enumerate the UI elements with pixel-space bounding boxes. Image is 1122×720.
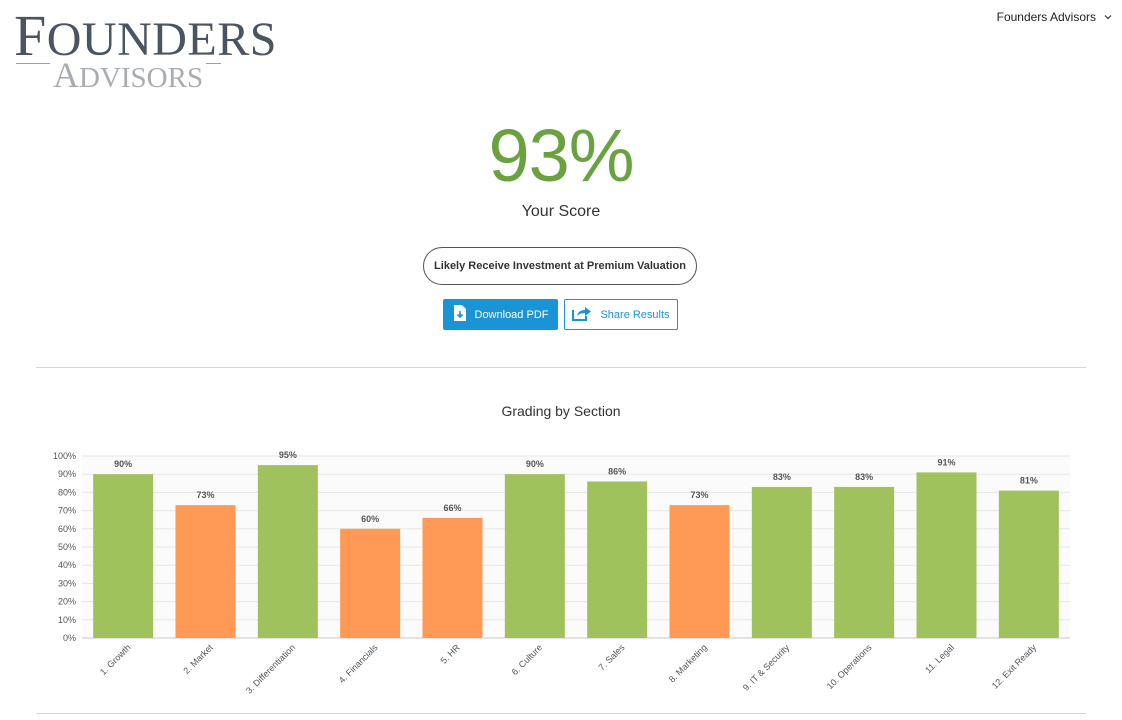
x-tick-label: 6. Culture [510,642,545,677]
x-tick-label: 5. HR [439,642,463,666]
bar-value-label: 95% [279,450,297,460]
result-badge: Likely Receive Investment at Premium Val… [423,247,697,285]
y-tick-label: 0% [63,633,76,643]
y-tick-label: 100% [53,451,76,461]
x-tick-label: 10. Operations [825,642,874,691]
chart-title: Grading by Section [501,403,621,419]
x-tick-label: 8. Marketing [667,642,709,684]
download-pdf-label: Download PDF [474,308,549,321]
bar [751,486,812,638]
x-tick-label: 12. Exit Ready [990,642,1039,691]
bar [93,474,154,638]
grading-chart-svg: 0% 10% 20% 30% 40% 50% 60% 70% 80% 90% 100% 90% 1. G… [53,450,1070,696]
logo-line-founders: FOUNDERS [14,3,277,68]
y-tick-label: 40% [58,560,76,570]
x-tick-label: 4. Financials [337,642,380,685]
section-divider [36,367,1086,368]
bar-value-label: 91% [937,457,955,467]
chevron-down-icon [1104,12,1112,22]
share-icon [572,305,592,324]
bar [257,465,318,638]
bottom-divider [36,713,1086,714]
y-tick-label: 60% [58,524,76,534]
grading-chart: 0% 10% 20% 30% 40% 50% 60% 70% 80% 90% 100% 90% 1. G… [0,440,1122,710]
bar [669,505,730,638]
score-label: Your Score [521,203,601,220]
y-tick-label: 70% [58,506,76,516]
x-tick-label: 11. Legal [923,642,956,675]
bar-value-label: 90% [114,459,132,469]
logo-line-advisors: ADVISORS [50,57,207,93]
bar-value-label: 83% [773,472,791,482]
bar [175,505,236,638]
download-pdf-button[interactable]: Download PDF [443,299,558,330]
y-tick-label: 80% [58,487,76,497]
share-results-button[interactable]: Share Results [564,299,678,330]
bar-value-label: 81% [1020,476,1038,486]
x-tick-label: 2. Market [181,642,215,676]
account-menu-label: Founders Advisors [996,10,1096,24]
bar-value-label: 86% [608,466,626,476]
score-value: 93% [488,114,634,197]
x-tick-label: 9. IT & Security [741,642,792,693]
bar [340,528,401,638]
x-tick-label: 3. Differentiation [244,642,297,695]
bar-value-label: 83% [855,472,873,482]
y-tick-label: 50% [58,542,76,552]
bar [916,472,977,638]
bar-value-label: 60% [361,514,379,524]
bar [834,486,895,638]
y-tick-label: 10% [58,615,76,625]
bar-value-label: 73% [690,490,708,500]
account-menu[interactable]: Founders Advisors [997,10,1112,24]
bar [998,490,1059,638]
pdf-download-icon [453,304,467,325]
bar [587,481,648,638]
bar-value-label: 73% [196,490,214,500]
founders-advisors-logo[interactable]: FOUNDERS ADVISORS [14,7,276,95]
bar [504,474,565,638]
share-results-label: Share Results [600,308,670,321]
x-tick-label: 1. Growth [98,642,133,677]
bar-value-label: 90% [526,459,544,469]
y-tick-label: 90% [58,469,76,479]
x-tick-label: 7. Sales [597,642,627,672]
bar [422,517,483,638]
bar-value-label: 66% [443,503,461,513]
y-tick-label: 30% [58,578,76,588]
y-tick-label: 20% [58,597,76,607]
